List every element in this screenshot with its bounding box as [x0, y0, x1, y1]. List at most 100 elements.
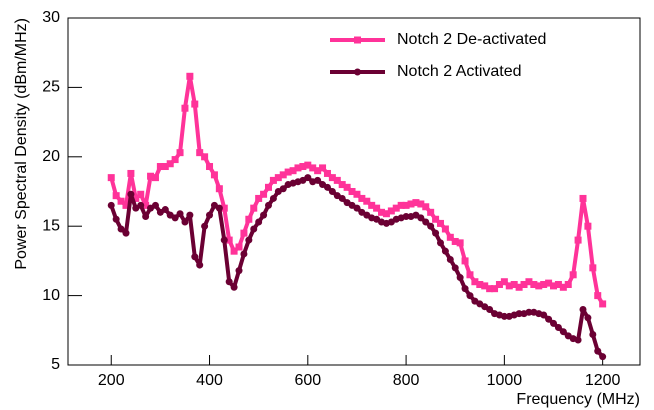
data-point — [166, 160, 174, 168]
data-point — [245, 215, 253, 223]
data-point — [235, 267, 243, 275]
data-point — [171, 156, 179, 164]
data-point — [599, 300, 607, 308]
data-point — [151, 201, 159, 209]
data-point — [417, 214, 425, 222]
data-point — [117, 225, 125, 233]
data-point — [486, 285, 494, 293]
data-point — [323, 169, 331, 177]
y-tick-label: 20 — [42, 148, 60, 165]
series-line — [109, 175, 605, 358]
data-point — [142, 212, 150, 220]
data-point — [137, 201, 145, 209]
data-point — [304, 174, 312, 182]
data-point — [550, 282, 558, 290]
data-point — [368, 201, 376, 209]
data-point — [191, 100, 199, 108]
data-point — [255, 194, 263, 202]
data-point — [225, 236, 233, 244]
data-point — [250, 204, 258, 212]
data-point — [127, 190, 135, 198]
data-point — [378, 208, 386, 216]
data-point — [358, 194, 366, 202]
data-point — [589, 330, 597, 338]
data-point — [540, 311, 548, 319]
data-point — [461, 257, 469, 265]
data-point — [461, 285, 469, 293]
data-point — [161, 163, 169, 171]
data-point — [545, 279, 553, 287]
data-point — [466, 271, 474, 279]
data-point — [559, 283, 567, 291]
x-tick-label: 1000 — [487, 372, 523, 389]
data-point — [554, 280, 562, 288]
data-point — [122, 201, 130, 209]
legend-marker — [354, 68, 361, 76]
data-point — [402, 201, 410, 209]
data-point — [284, 168, 292, 176]
data-point — [550, 319, 558, 327]
data-point — [240, 229, 248, 237]
data-point — [161, 206, 169, 214]
data-point — [446, 256, 454, 264]
data-point — [260, 190, 268, 198]
data-point — [520, 280, 528, 288]
data-point — [412, 199, 420, 207]
data-point — [525, 308, 533, 316]
data-point — [235, 243, 243, 251]
data-point — [264, 183, 272, 191]
x-tick-label: 1200 — [585, 372, 621, 389]
data-point — [436, 219, 444, 227]
data-point — [319, 164, 327, 172]
data-point — [594, 292, 602, 300]
data-point — [402, 212, 410, 220]
data-point — [584, 222, 592, 230]
data-point — [206, 163, 214, 171]
data-point — [250, 225, 258, 233]
data-point — [451, 264, 459, 272]
data-point — [559, 328, 567, 336]
data-point — [422, 218, 430, 226]
data-point — [427, 222, 435, 230]
data-point — [112, 192, 120, 200]
data-point — [353, 190, 361, 198]
data-point — [112, 215, 120, 223]
data-point — [530, 280, 538, 288]
y-tick-label: 5 — [51, 356, 60, 373]
data-point — [353, 204, 361, 212]
legend-marker — [354, 36, 361, 44]
data-point — [215, 204, 223, 212]
data-point — [599, 353, 607, 361]
data-point — [574, 336, 582, 344]
data-point — [505, 282, 513, 290]
data-point — [579, 194, 587, 202]
data-point — [495, 280, 503, 288]
data-point — [373, 204, 381, 212]
y-tick-label: 25 — [42, 79, 60, 96]
data-point — [392, 204, 400, 212]
data-point — [117, 197, 125, 205]
data-point — [432, 215, 440, 223]
data-point — [191, 253, 199, 261]
data-point — [387, 207, 395, 215]
data-point — [525, 278, 533, 286]
data-point — [279, 171, 287, 179]
data-point — [289, 167, 297, 175]
data-point — [451, 237, 459, 245]
data-point — [314, 176, 322, 184]
data-point — [589, 264, 597, 272]
data-point — [181, 218, 189, 226]
data-point — [186, 211, 194, 219]
data-point — [323, 183, 331, 191]
plot-frame — [67, 17, 641, 366]
data-point — [132, 194, 140, 202]
data-point — [569, 271, 577, 279]
data-point — [230, 247, 238, 255]
data-point — [397, 201, 405, 209]
data-point — [220, 204, 228, 212]
data-point — [176, 149, 184, 157]
data-point — [545, 315, 553, 323]
data-point — [500, 278, 508, 286]
data-point — [127, 169, 135, 177]
data-point — [230, 283, 238, 291]
